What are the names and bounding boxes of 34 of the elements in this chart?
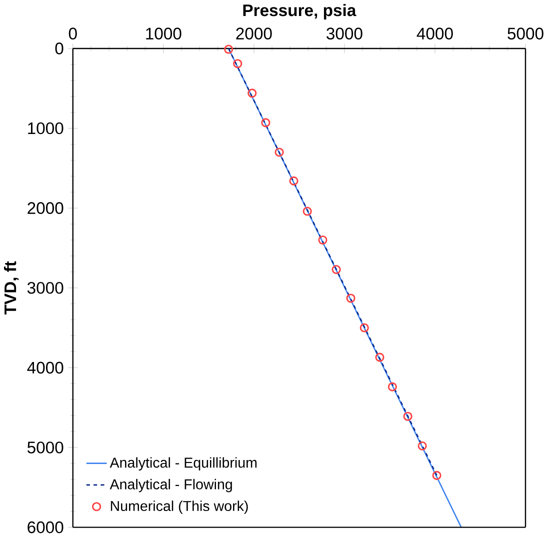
x-tick-label: 4000 (416, 28, 453, 40)
y-tick-label: 2000 (28, 202, 64, 214)
point (289, 176, 298, 186)
point (274, 148, 284, 157)
point (318, 235, 328, 244)
y-tick-label: 3000 (27, 282, 64, 294)
point (418, 441, 427, 450)
x-tick-label: 1000 (146, 28, 182, 40)
legend-label: Numerical (This work) (110, 500, 248, 514)
point (346, 294, 356, 303)
point (332, 264, 341, 274)
y-tick-label: 6000 (28, 521, 64, 534)
point (233, 59, 242, 68)
point (388, 382, 397, 392)
x-axis-title: Pressure, psia (243, 4, 356, 20)
point (248, 88, 257, 98)
point (360, 323, 369, 332)
point (403, 412, 412, 421)
legend-label: Analytical - Flowing (110, 478, 232, 492)
y-axis-title: TVD, ft (4, 261, 19, 314)
x-tick-label: 5000 (508, 28, 544, 40)
point (432, 470, 442, 480)
legend-label: Analytical - Equillibrium (110, 457, 257, 470)
y-tick-label: 4000 (27, 362, 64, 374)
point (261, 118, 270, 128)
x-tick-label: 0 (68, 28, 77, 40)
y-tick-label: 5000 (27, 441, 64, 454)
x-tick-label: 3000 (326, 28, 362, 40)
point (302, 206, 312, 216)
y-tick-label: 0 (55, 42, 64, 54)
point (224, 44, 234, 54)
x-tick-label: 2000 (236, 28, 272, 40)
point (375, 352, 384, 362)
y-tick-label: 1000 (28, 122, 64, 134)
